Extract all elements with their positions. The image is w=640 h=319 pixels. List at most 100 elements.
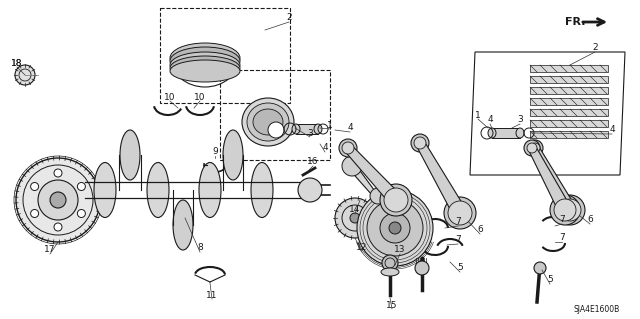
Text: 11: 11 [206, 291, 218, 300]
Text: 8: 8 [197, 243, 203, 253]
Bar [492, 128, 520, 138]
Circle shape [389, 222, 401, 234]
Text: 4: 4 [347, 123, 353, 132]
Circle shape [268, 122, 284, 138]
Circle shape [38, 180, 78, 220]
Circle shape [339, 139, 357, 157]
Circle shape [527, 140, 543, 156]
Text: 15: 15 [387, 300, 397, 309]
Circle shape [370, 188, 386, 204]
Text: 3: 3 [307, 129, 313, 137]
Polygon shape [529, 146, 571, 213]
Bar [530, 131, 608, 138]
Bar [160, 8, 290, 103]
Circle shape [411, 134, 429, 152]
Text: 10: 10 [164, 93, 176, 101]
Circle shape [380, 184, 412, 216]
Text: SJA4E1600B: SJA4E1600B [573, 306, 620, 315]
Ellipse shape [242, 98, 294, 146]
Text: 4: 4 [609, 125, 615, 135]
Ellipse shape [223, 130, 243, 180]
Ellipse shape [170, 56, 240, 80]
Ellipse shape [381, 268, 399, 276]
Polygon shape [416, 141, 466, 217]
Circle shape [54, 169, 62, 177]
Bar [530, 120, 608, 127]
Text: 18: 18 [12, 58, 23, 68]
Circle shape [342, 156, 362, 176]
Circle shape [444, 197, 476, 229]
Polygon shape [470, 52, 625, 175]
Ellipse shape [170, 60, 240, 82]
Text: 1: 1 [475, 110, 481, 120]
Circle shape [414, 137, 426, 149]
Polygon shape [531, 146, 575, 213]
Text: 4: 4 [322, 144, 328, 152]
Circle shape [77, 210, 85, 218]
Text: 10: 10 [195, 93, 205, 101]
Text: 5: 5 [547, 276, 553, 285]
Text: 17: 17 [44, 246, 56, 255]
Text: 2: 2 [592, 43, 598, 53]
Ellipse shape [253, 109, 283, 135]
Ellipse shape [173, 200, 193, 250]
Ellipse shape [251, 162, 273, 218]
Ellipse shape [170, 47, 240, 75]
Ellipse shape [488, 128, 496, 138]
Text: 5: 5 [457, 263, 463, 272]
Ellipse shape [170, 43, 240, 73]
Circle shape [415, 261, 429, 275]
Text: 7: 7 [455, 235, 461, 244]
Circle shape [527, 143, 537, 153]
Text: 7: 7 [559, 216, 565, 225]
Bar [296, 124, 318, 134]
Text: 3: 3 [517, 115, 523, 124]
Circle shape [77, 182, 85, 190]
Ellipse shape [516, 128, 524, 138]
Circle shape [50, 192, 66, 208]
Polygon shape [345, 145, 401, 205]
Circle shape [298, 178, 322, 202]
Circle shape [380, 213, 410, 243]
Circle shape [31, 182, 38, 190]
Circle shape [16, 158, 100, 242]
Text: 14: 14 [349, 205, 361, 214]
Circle shape [357, 190, 433, 266]
Circle shape [555, 195, 585, 225]
Circle shape [31, 210, 38, 218]
Bar [530, 65, 608, 72]
Text: 2: 2 [286, 13, 292, 23]
Circle shape [554, 199, 576, 221]
Text: 7: 7 [455, 218, 461, 226]
Circle shape [384, 188, 408, 212]
Circle shape [367, 200, 423, 256]
Circle shape [350, 213, 360, 223]
Text: 16: 16 [307, 158, 319, 167]
Circle shape [342, 142, 354, 154]
Text: 1: 1 [327, 121, 333, 130]
Ellipse shape [120, 130, 140, 180]
Circle shape [550, 195, 580, 225]
Bar [530, 87, 608, 94]
Ellipse shape [314, 124, 322, 134]
Ellipse shape [94, 162, 116, 218]
Polygon shape [348, 164, 380, 198]
Ellipse shape [292, 124, 300, 134]
Text: FR.: FR. [564, 17, 585, 27]
Circle shape [382, 255, 398, 271]
Circle shape [534, 262, 546, 274]
Text: 7: 7 [559, 234, 565, 242]
Circle shape [54, 223, 62, 231]
Text: 6: 6 [477, 226, 483, 234]
Bar [220, 70, 330, 160]
Text: 9: 9 [212, 147, 218, 157]
Text: 18: 18 [12, 58, 23, 68]
Text: 6: 6 [587, 216, 593, 225]
Circle shape [524, 140, 540, 156]
Bar [530, 76, 608, 83]
Circle shape [15, 65, 35, 85]
Ellipse shape [170, 52, 240, 78]
Text: 13: 13 [394, 246, 406, 255]
Bar [530, 109, 608, 116]
Circle shape [448, 201, 472, 225]
